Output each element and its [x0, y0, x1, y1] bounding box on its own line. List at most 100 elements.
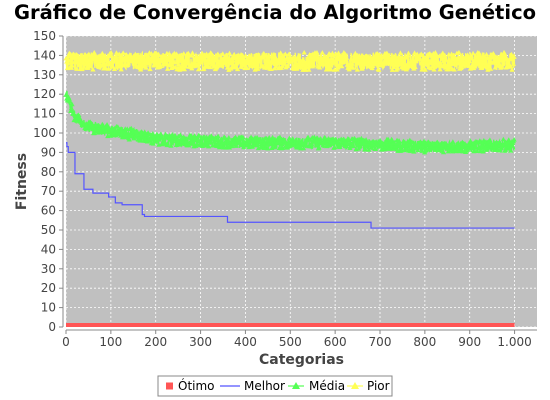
data-point	[431, 66, 437, 72]
data-point	[195, 55, 201, 60]
data-point	[306, 67, 312, 72]
data-point	[117, 53, 123, 59]
data-point	[202, 63, 208, 69]
data-point	[132, 51, 138, 57]
data-point	[280, 145, 286, 151]
data-point	[300, 145, 307, 151]
data-point	[256, 58, 262, 64]
data-point	[314, 50, 320, 55]
data-point	[390, 57, 396, 63]
y-tick-label: 130	[33, 68, 56, 82]
data-point	[195, 66, 202, 72]
data-point	[389, 67, 395, 72]
data-point	[181, 66, 188, 72]
data-point	[279, 60, 285, 66]
data-point	[143, 65, 149, 70]
y-tick-label: 80	[41, 165, 56, 179]
data-point	[320, 142, 326, 148]
data-point	[177, 57, 183, 62]
data-point	[80, 60, 87, 65]
data-point	[276, 58, 282, 64]
y-tick-label: 10	[41, 301, 56, 315]
data-point	[358, 141, 364, 146]
data-point	[89, 121, 95, 127]
data-point	[349, 61, 355, 66]
data-point	[267, 138, 274, 143]
data-point	[499, 57, 505, 63]
data-point	[356, 145, 362, 151]
data-point	[173, 136, 179, 141]
data-point	[226, 50, 233, 56]
series-otimo	[66, 323, 515, 327]
data-point	[278, 65, 284, 70]
data-point	[389, 61, 395, 67]
data-point	[254, 134, 260, 140]
data-point	[205, 60, 211, 65]
data-point	[72, 59, 79, 65]
data-point	[76, 61, 83, 67]
data-point	[244, 65, 250, 71]
y-tick-label: 110	[33, 107, 56, 121]
data-point	[343, 52, 349, 58]
data-point	[435, 147, 441, 153]
data-point	[222, 55, 229, 60]
data-point	[380, 61, 386, 66]
y-tick-label: 150	[33, 29, 56, 43]
data-point	[176, 53, 182, 58]
data-point	[284, 63, 290, 68]
data-point	[448, 51, 455, 57]
data-point	[99, 62, 105, 68]
data-point	[226, 135, 232, 140]
data-point	[455, 140, 461, 145]
data-point	[83, 61, 89, 67]
data-point	[196, 133, 202, 138]
data-point	[481, 63, 488, 69]
data-point	[286, 51, 292, 57]
data-point	[248, 134, 254, 140]
data-point	[188, 132, 194, 138]
data-point	[450, 139, 456, 144]
data-point	[160, 53, 167, 58]
data-point	[212, 134, 218, 140]
data-point	[430, 145, 436, 151]
data-point	[372, 146, 379, 151]
data-point	[417, 56, 423, 61]
data-point	[496, 57, 502, 62]
data-point	[362, 61, 369, 67]
data-point	[325, 138, 331, 143]
data-point	[146, 59, 152, 65]
data-point	[385, 136, 391, 142]
data-point	[163, 54, 169, 59]
data-point	[69, 62, 75, 68]
data-point	[480, 148, 486, 154]
data-point	[165, 66, 171, 71]
data-point	[361, 141, 367, 146]
data-point	[500, 136, 506, 142]
data-point	[302, 67, 309, 72]
data-point	[98, 58, 104, 64]
legend-swatch	[166, 382, 173, 390]
data-point	[331, 144, 338, 150]
data-point	[320, 58, 326, 63]
data-point	[343, 143, 350, 149]
data-point	[397, 141, 403, 147]
legend-item-média: Média	[288, 379, 345, 393]
data-point	[414, 51, 420, 57]
legend-label: Melhor	[244, 379, 285, 393]
data-point	[269, 134, 276, 140]
data-point	[389, 138, 395, 143]
data-point	[166, 62, 172, 68]
data-point	[509, 143, 515, 148]
legend-swatch-marker	[351, 382, 359, 389]
legend-box	[157, 375, 393, 397]
data-point	[183, 63, 189, 69]
x-tick-label: 100	[99, 335, 122, 349]
data-point	[115, 63, 122, 69]
data-point	[447, 60, 453, 65]
data-point	[443, 141, 449, 146]
data-point	[231, 51, 237, 57]
data-point	[134, 59, 140, 64]
data-point	[509, 67, 515, 72]
data-point	[298, 64, 304, 70]
data-point	[162, 57, 168, 63]
